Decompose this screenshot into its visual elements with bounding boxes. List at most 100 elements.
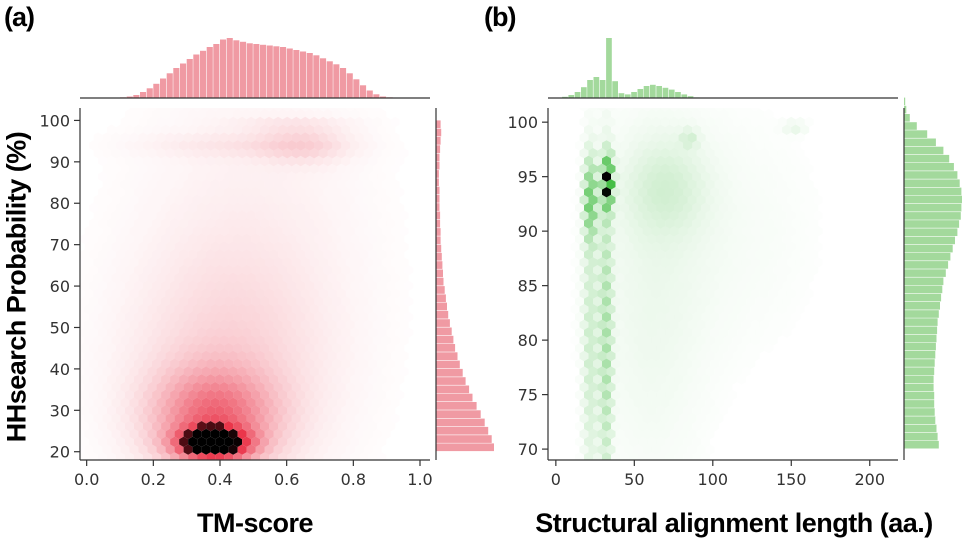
hexbin-cell xyxy=(593,249,602,260)
hexbin-cell xyxy=(620,374,630,385)
hexbin-cell xyxy=(179,389,189,401)
hexbin-cell xyxy=(696,319,706,330)
hexbin-cell xyxy=(647,421,657,432)
hexbin-cell xyxy=(345,304,355,315)
hexbin-cell xyxy=(219,148,229,159)
hexbin-cell xyxy=(120,366,130,377)
hexbin-cell xyxy=(318,163,328,174)
hexbin-cell xyxy=(602,311,611,323)
hexbin-cell xyxy=(687,382,697,393)
hexbin-cell xyxy=(597,413,607,424)
hexbin-cell xyxy=(228,210,238,221)
hexbin-cell xyxy=(184,460,193,470)
hexbin-cell xyxy=(669,272,679,284)
hexbin-cell xyxy=(291,241,301,252)
hexbin-cell xyxy=(602,249,611,260)
hexbin-cell xyxy=(314,452,324,460)
hexbin-cell xyxy=(300,335,310,346)
hexbin-cell xyxy=(584,187,593,198)
hexbin-cell xyxy=(332,421,342,432)
hexbin-cell xyxy=(683,171,693,182)
hexbin-cell xyxy=(224,155,234,167)
hexbin-cell xyxy=(116,343,125,354)
hexbin-cell xyxy=(692,171,702,182)
hexbin-cell xyxy=(597,226,607,237)
hexbin-cell xyxy=(696,304,706,315)
hexbin-cell xyxy=(602,124,611,135)
hexbin-cell xyxy=(197,218,207,229)
hexbin-cell xyxy=(296,187,306,198)
hexbin-cell xyxy=(201,288,211,299)
hexbin-cell xyxy=(255,148,265,159)
marginal-y-bar xyxy=(904,220,960,228)
hexbin-cell xyxy=(611,389,621,401)
hexbin-cell xyxy=(710,140,720,151)
hexbin-cell xyxy=(318,335,328,346)
hexbin-cell xyxy=(651,397,661,408)
hexbin-cell xyxy=(265,460,274,470)
hexbin-cell xyxy=(705,257,715,268)
hexbin-cell xyxy=(237,272,247,284)
hexbin-cell xyxy=(345,288,355,299)
hexbin-cell xyxy=(620,280,630,291)
hexbin-cell xyxy=(602,187,611,198)
hexbin-cell xyxy=(336,116,346,128)
hexbin-cell xyxy=(192,148,202,159)
hexbin-cell xyxy=(310,460,319,470)
hexbin-cell xyxy=(651,350,661,362)
hexbin-cell xyxy=(121,460,130,470)
hexbin-cell xyxy=(615,210,625,221)
hexbin-cell xyxy=(341,233,351,245)
hexbin-cell xyxy=(665,405,675,416)
hexbin-cell xyxy=(611,311,621,323)
hexbin-cell xyxy=(107,343,116,354)
hexbin-cell xyxy=(593,405,602,416)
hexbin-cell xyxy=(291,366,301,377)
hexbin-cell xyxy=(719,202,729,213)
hexbin-cell xyxy=(260,265,270,276)
hexbin-cell xyxy=(161,374,171,385)
hexbin-cell xyxy=(723,272,733,284)
hexbin-cell xyxy=(183,194,193,206)
hexbin-cell xyxy=(611,358,621,369)
hexbin-cell xyxy=(120,413,130,424)
hexbin-cell xyxy=(138,444,148,455)
hexbin-cell xyxy=(737,233,747,245)
hexbin-cell xyxy=(620,405,630,416)
hexbin-cell xyxy=(633,335,643,346)
hexbin-cell xyxy=(264,257,274,268)
hexbin-cell xyxy=(116,327,125,338)
hexbin-cell xyxy=(287,405,297,416)
hexbin-cell xyxy=(269,452,279,460)
hexbin-cell xyxy=(98,421,107,432)
hexbin-cell xyxy=(350,249,360,260)
hexbin-cell xyxy=(620,233,630,245)
hexbin-cell xyxy=(314,265,324,276)
hexbin-cell xyxy=(674,343,684,354)
hexbin-cell xyxy=(179,296,189,307)
hexbin-cell xyxy=(102,397,112,408)
hexbin-cell xyxy=(296,311,306,323)
hexbin-cell xyxy=(152,374,162,385)
hexbin-cell xyxy=(228,226,238,237)
hexbin-cell xyxy=(341,389,351,401)
hexbin-cell xyxy=(215,140,225,151)
hexbin-cell xyxy=(291,132,301,143)
marginal-y-bar xyxy=(904,171,958,179)
hexbin-cell xyxy=(620,140,630,151)
hexbin-cell xyxy=(98,358,107,369)
hexbin-cell xyxy=(737,249,747,260)
hexbin-cell xyxy=(264,397,274,408)
hexbin-cell xyxy=(215,187,225,198)
hexbin-cell xyxy=(143,452,153,460)
hexbin-cell xyxy=(350,343,360,354)
hexbin-cell xyxy=(588,132,598,143)
hexbin-cell xyxy=(651,163,661,174)
hexbin-cell xyxy=(116,280,125,291)
hexbin-cell xyxy=(665,265,675,276)
hexbin-cell xyxy=(606,382,616,393)
hexbin-cell xyxy=(588,163,598,174)
hexbin-cell xyxy=(318,132,328,143)
hexbin-cell xyxy=(282,382,292,393)
hexbin-cell xyxy=(638,389,648,401)
